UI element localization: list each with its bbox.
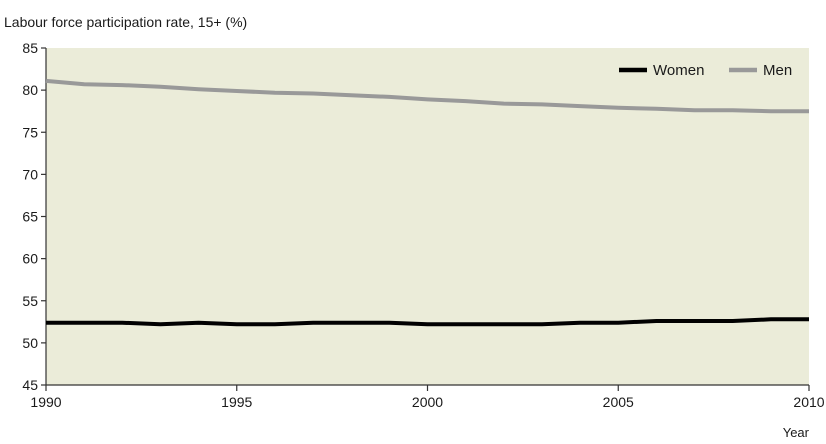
y-axis: 45 50 55 60 65 70 75 80 85 — [22, 40, 47, 393]
x-axis-label: Year — [783, 425, 810, 439]
legend-label-men: Men — [763, 62, 792, 79]
x-tick-label: 2010 — [793, 394, 824, 410]
series-layer — [45, 78, 809, 327]
x-axis: 1990 1995 2000 2005 2010 — [30, 384, 825, 410]
y-tick-label: 50 — [22, 335, 38, 351]
x-tick-label: 1995 — [221, 394, 252, 410]
y-tick-label: 60 — [22, 251, 38, 267]
y-tick-label: 75 — [22, 124, 38, 140]
series-line-women — [46, 317, 809, 327]
y-tick-label: 45 — [22, 377, 38, 393]
chart-title: Labour force participation rate, 15+ (%) — [4, 14, 247, 30]
series-line-men — [45, 78, 809, 114]
plot-area — [46, 48, 809, 385]
legend-label-women: Women — [653, 62, 704, 79]
y-tick-label: 65 — [22, 209, 38, 225]
y-tick-label: 80 — [22, 82, 38, 98]
y-tick-label: 70 — [22, 166, 38, 182]
legend: Women Men — [619, 62, 792, 79]
x-tick-label: 2005 — [603, 394, 634, 410]
y-tick-label: 85 — [22, 40, 38, 56]
y-tick-label: 55 — [22, 293, 38, 309]
x-tick-label: 2000 — [412, 394, 443, 410]
x-tick-label: 1990 — [30, 394, 61, 410]
